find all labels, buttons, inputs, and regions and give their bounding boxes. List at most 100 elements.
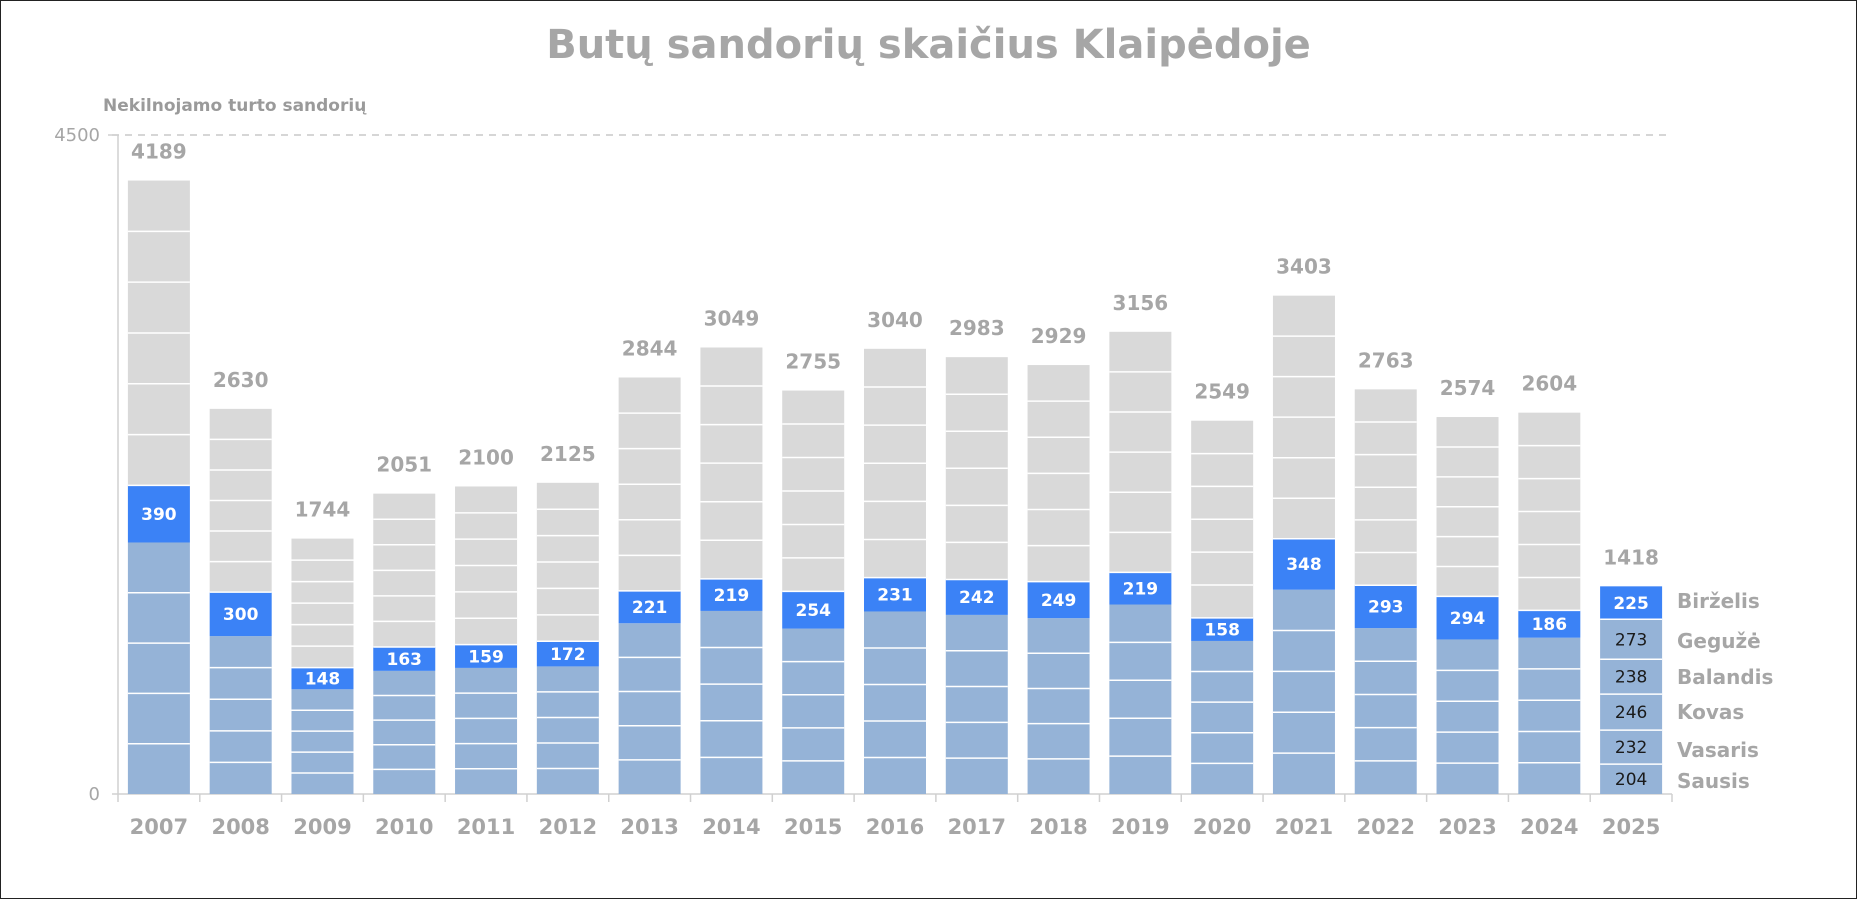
bar-segment-june [945, 579, 1008, 615]
june-value-label: 348 [1286, 555, 1322, 575]
x-tick-label: 2023 [1438, 815, 1496, 839]
bar-segment-june [1354, 585, 1417, 629]
total-value-label: 4189 [131, 140, 187, 164]
total-value-label: 2763 [1358, 348, 1414, 372]
total-value-label: 2100 [458, 445, 514, 469]
bar-segment-jan-may [1027, 618, 1090, 794]
month-name-label: Birželis [1677, 589, 1760, 613]
bar-segment-jan-may [782, 628, 845, 794]
june-value-label: 159 [468, 647, 504, 667]
x-tick-label: 2018 [1029, 815, 1087, 839]
month-name-label: Gegužė [1677, 629, 1761, 653]
june-value-label: 163 [387, 650, 423, 670]
bar-segment-jan-may [373, 670, 436, 794]
y-tick-label: 4500 [54, 125, 100, 146]
x-tick-label: 2020 [1193, 815, 1251, 839]
june-value-label: 172 [550, 645, 586, 665]
y-axis-label: Nekilnojamo turto sandorių [103, 96, 367, 116]
x-tick-label: 2007 [130, 815, 188, 839]
bar-segment-jan-may [1272, 589, 1335, 794]
total-value-label: 2549 [1194, 380, 1250, 404]
month-name-label: Kovas [1677, 700, 1744, 724]
x-tick-label: 2016 [866, 815, 924, 839]
bar-segment-jan-may [618, 623, 681, 794]
bar-segment-june [373, 646, 436, 671]
bar-segment-june [291, 667, 354, 690]
june-value-label: 254 [795, 601, 831, 621]
june-value-label: 231 [877, 586, 913, 606]
x-tick-label: 2015 [784, 815, 842, 839]
chart-title: Butų sandorių skaičius Klaipėdoje [546, 22, 1311, 68]
june-value-label: 158 [1204, 620, 1240, 640]
x-tick-label: 2013 [620, 815, 678, 839]
y-tick-label: 0 [89, 784, 100, 805]
total-value-label: 2051 [376, 453, 432, 477]
x-tick-label: 2012 [539, 815, 597, 839]
june-value-label: 186 [1532, 615, 1568, 635]
total-value-label: 3049 [704, 306, 760, 330]
bar-segment-jan-may [700, 610, 763, 794]
x-tick-label: 2021 [1275, 815, 1333, 839]
bar-segment-jan-may [945, 614, 1008, 794]
bar-segment-june [700, 578, 763, 611]
month-name-label: Vasaris [1677, 738, 1759, 762]
bar-segment-jan-may [1600, 619, 1663, 794]
month-name-label: Sausis [1677, 769, 1750, 793]
x-tick-label: 2024 [1520, 815, 1578, 839]
bar-segment-june [864, 577, 926, 612]
june-value-label: 225 [1613, 594, 1649, 614]
bar-segment-june [536, 641, 599, 667]
june-value-label: 242 [959, 588, 995, 608]
bar-segment-jan-may [127, 542, 190, 794]
total-value-label: 1744 [295, 498, 351, 522]
month-value-label: 204 [1615, 770, 1647, 790]
bar-segment-jan-may [1109, 604, 1172, 794]
bar-segment-jan-may [1518, 637, 1581, 794]
bar-segment-june [782, 591, 845, 629]
total-value-label: 2755 [785, 350, 841, 374]
bar-segment-june [1272, 538, 1335, 590]
june-value-label: 249 [1041, 591, 1077, 611]
total-value-label: 2574 [1440, 376, 1496, 400]
x-tick-label: 2025 [1602, 815, 1660, 839]
bar-segment-june [1027, 581, 1090, 619]
x-tick-label: 2019 [1111, 815, 1169, 839]
bar-segment-jan-may [1354, 628, 1417, 794]
x-tick-label: 2009 [293, 815, 351, 839]
total-value-label: 2929 [1031, 324, 1087, 348]
june-value-label: 300 [223, 605, 259, 625]
bar-segment-june [209, 592, 272, 637]
total-value-label: 2125 [540, 442, 596, 466]
bar-segment-june [455, 644, 518, 668]
june-value-label: 293 [1368, 598, 1404, 618]
june-value-label: 219 [1123, 579, 1159, 599]
bar-segment-jan-may [1191, 640, 1254, 794]
bar-segment-jan-may [1436, 639, 1499, 794]
bar-segment-june [618, 590, 681, 624]
bar-segment-june [1109, 572, 1172, 605]
bar-segment-june [127, 485, 190, 543]
month-value-label: 273 [1615, 630, 1647, 650]
x-tick-label: 2014 [702, 815, 760, 839]
total-value-label: 2844 [622, 337, 678, 361]
month-value-label: 246 [1615, 703, 1647, 723]
total-value-label: 3403 [1276, 255, 1332, 279]
month-name-label: Balandis [1677, 665, 1773, 689]
june-value-label: 221 [632, 598, 668, 618]
x-tick-label: 2022 [1357, 815, 1415, 839]
x-tick-label: 2011 [457, 815, 515, 839]
x-tick-label: 2010 [375, 815, 433, 839]
bar-segment-jan-may [536, 666, 599, 794]
june-value-label: 148 [305, 669, 341, 689]
total-value-label: 3040 [867, 308, 923, 332]
x-tick-label: 2017 [948, 815, 1006, 839]
bar-segment-jan-may [209, 636, 272, 794]
x-tick-label: 2008 [211, 815, 269, 839]
june-value-label: 294 [1450, 609, 1486, 629]
total-value-label: 3156 [1113, 291, 1169, 315]
bar-segment-june [1600, 586, 1663, 620]
bar-segment-june [1436, 596, 1499, 640]
total-value-label: 2604 [1521, 372, 1577, 396]
bar-segment-jan-may [455, 667, 518, 794]
